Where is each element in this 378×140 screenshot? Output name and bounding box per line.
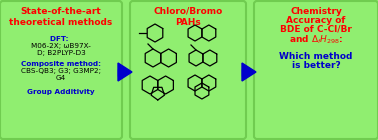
- Text: CBS-QB3; G3; G3MP2;
G4: CBS-QB3; G3; G3MP2; G4: [21, 68, 101, 81]
- Text: Accuracy of: Accuracy of: [286, 16, 346, 25]
- Polygon shape: [118, 63, 132, 81]
- Text: M06-2X; ωB97X-
D; B2PLYP-D3: M06-2X; ωB97X- D; B2PLYP-D3: [31, 43, 91, 57]
- Polygon shape: [242, 63, 256, 81]
- Text: and $\Delta_f H_{298}$:: and $\Delta_f H_{298}$:: [289, 34, 343, 46]
- Text: is better?: is better?: [291, 61, 340, 70]
- Text: Chemistry: Chemistry: [290, 7, 342, 16]
- Text: State-of-the-art
theoretical methods: State-of-the-art theoretical methods: [9, 7, 113, 27]
- Text: DFT:: DFT:: [51, 36, 71, 42]
- Polygon shape: [118, 68, 120, 75]
- FancyBboxPatch shape: [0, 1, 122, 139]
- Text: BDE of C-Cl/Br: BDE of C-Cl/Br: [280, 25, 352, 34]
- Text: Group Additivity: Group Additivity: [27, 89, 95, 95]
- FancyBboxPatch shape: [254, 1, 378, 139]
- Text: Chloro/Bromo
PAHs: Chloro/Bromo PAHs: [153, 7, 223, 27]
- Text: Which method: Which method: [279, 52, 353, 61]
- FancyBboxPatch shape: [130, 1, 246, 139]
- Text: Composite method:: Composite method:: [21, 61, 101, 67]
- Polygon shape: [242, 68, 244, 75]
